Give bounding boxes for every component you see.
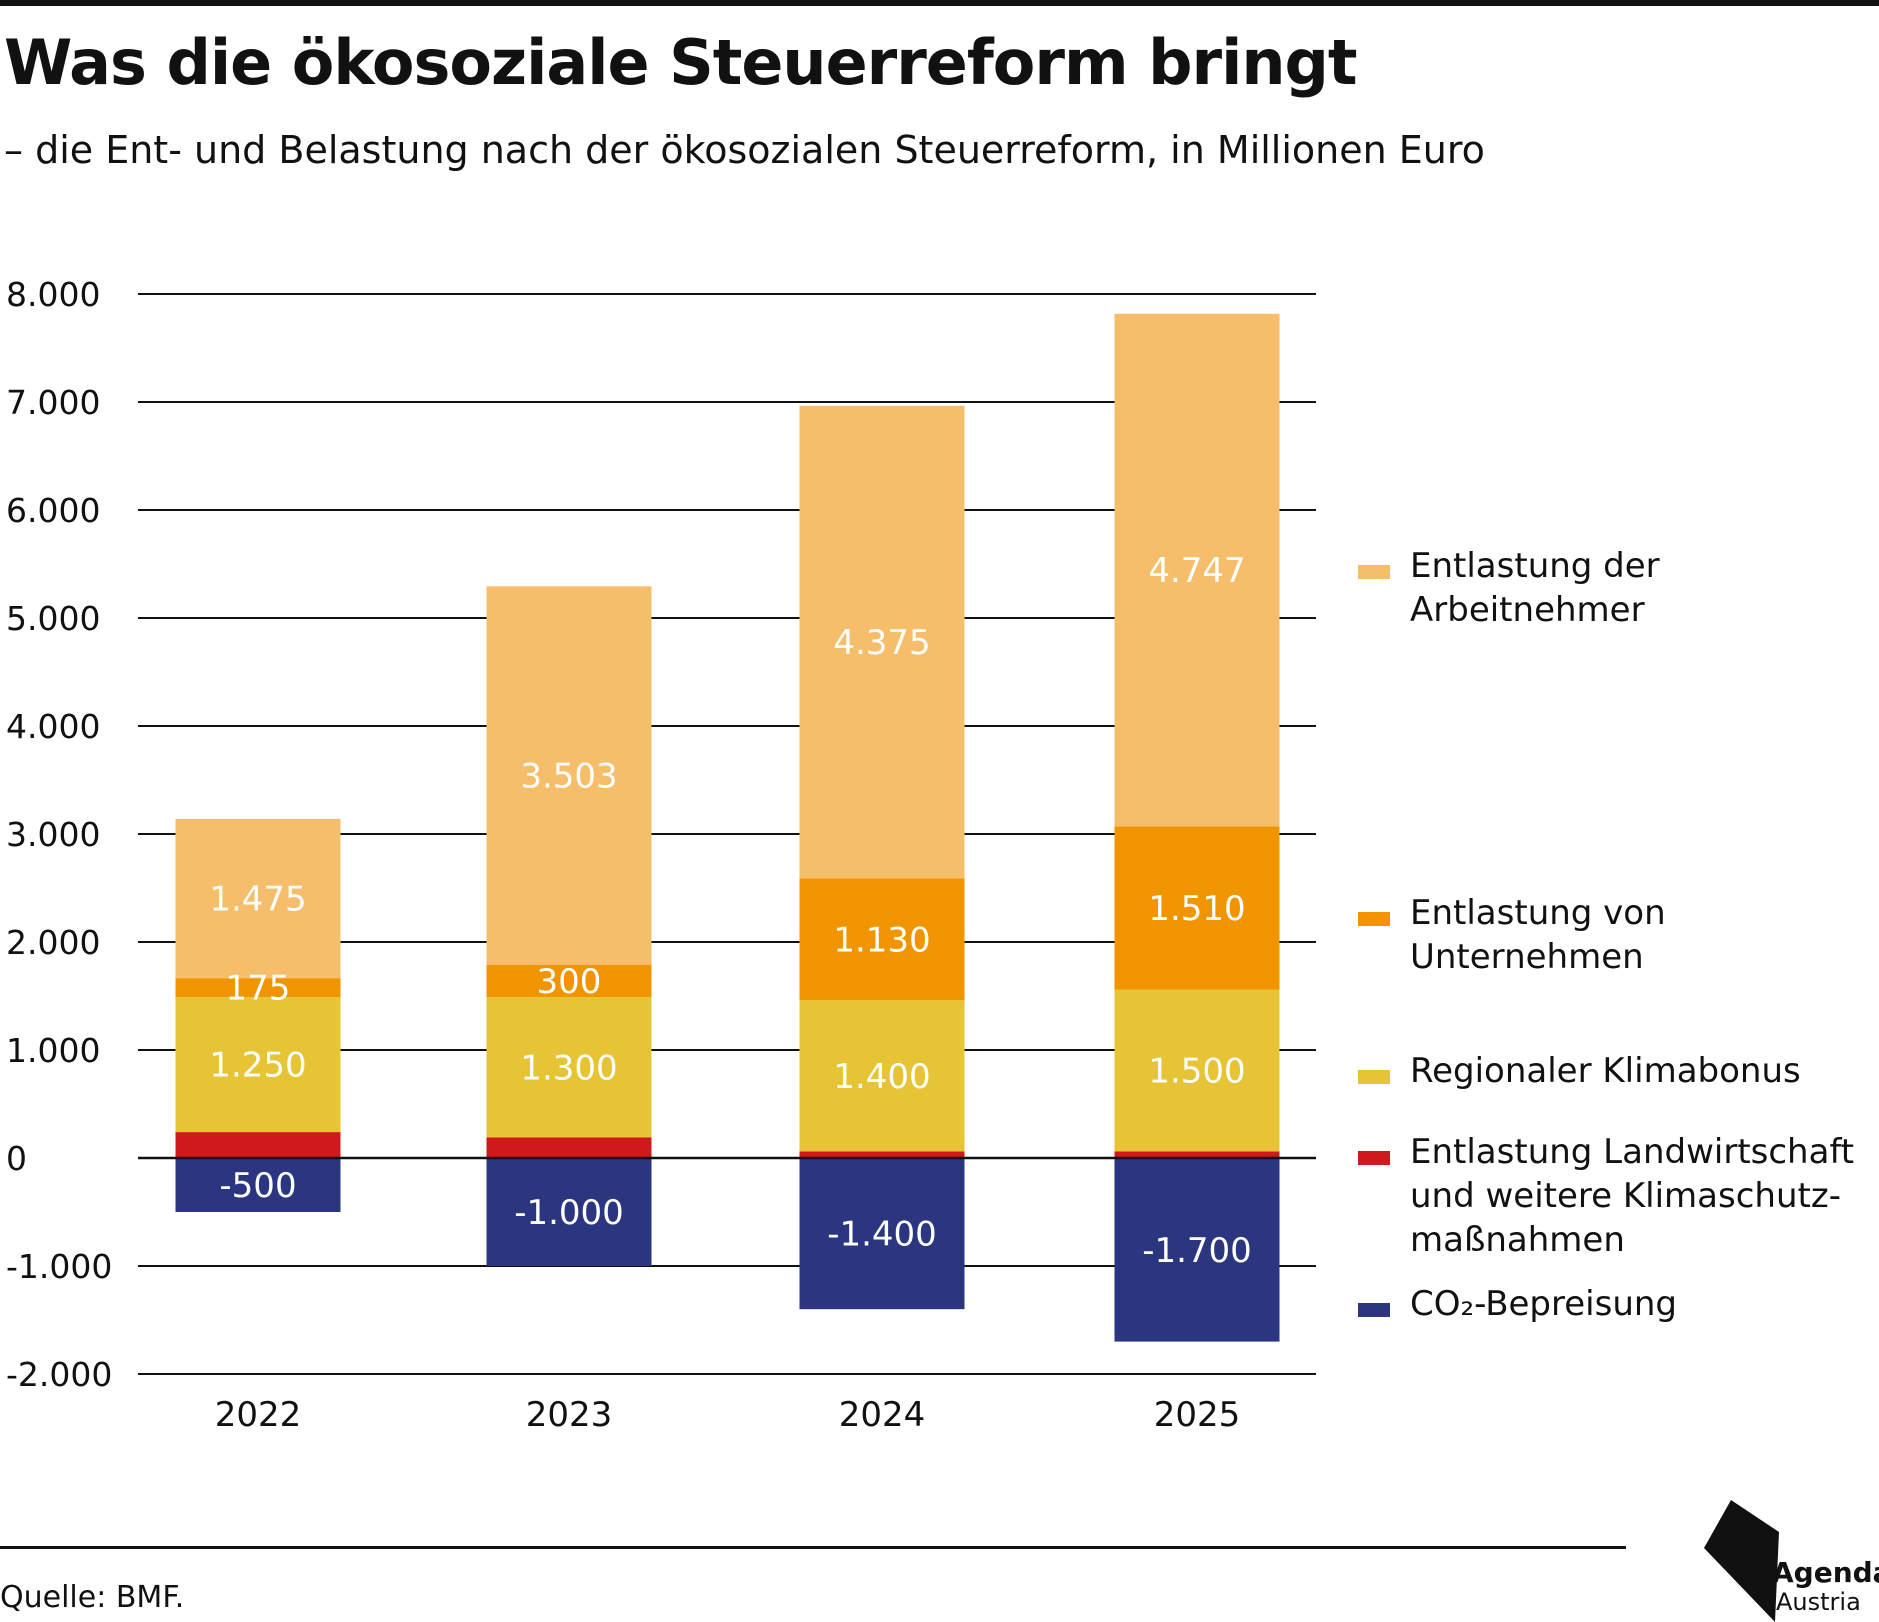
bar-segment (175, 1132, 341, 1158)
logo-text-austria: Austria (1776, 1588, 1861, 1616)
bar-segment (486, 1158, 652, 1266)
y-tick-label: 5.000 (6, 599, 100, 638)
data-label: 4.375 (833, 623, 930, 663)
y-tick-label: 7.000 (6, 383, 100, 422)
legend-swatch-arbeitnehmer (1358, 565, 1390, 579)
y-tick-label: -1.000 (6, 1247, 112, 1286)
data-label: -1.400 (827, 1215, 937, 1255)
legend-item-klimabonus: Regionaler Klimabonus (1358, 1049, 1870, 1093)
logo-text-agenda: Agenda (1772, 1556, 1879, 1589)
bar-segment (175, 978, 341, 998)
bars (175, 313, 1280, 1342)
bar-segment (175, 818, 341, 979)
bar-segment (1114, 1158, 1280, 1342)
y-tick-label: 1.000 (6, 1031, 100, 1070)
legend-label-arbeitnehmer: Entlastung der Arbeitnehmer (1410, 546, 1660, 630)
x-category-label: 2025 (1154, 1395, 1241, 1435)
top-rule (0, 0, 1879, 6)
legend-label-co2: CO₂-Bepreisung (1410, 1284, 1678, 1324)
bar-segment (1114, 989, 1280, 1152)
bar-segment (486, 964, 652, 998)
legend-label-klimabonus: Regionaler Klimabonus (1410, 1051, 1801, 1091)
data-label: 1.130 (833, 920, 930, 960)
data-label: -500 (219, 1166, 296, 1206)
legend-swatch-klimabonus (1358, 1070, 1390, 1084)
y-tick-label: 8.000 (6, 275, 100, 314)
bar-segment (486, 586, 652, 965)
x-axis-categories: 2022 2023 2024 2025 (215, 1395, 1241, 1435)
bar-segment (799, 1000, 965, 1152)
data-label: 1.400 (833, 1057, 930, 1097)
data-label: 1.500 (1148, 1052, 1245, 1092)
data-label: 1.475 (209, 880, 306, 920)
bar-segment (799, 1158, 965, 1310)
bar-segment (799, 878, 965, 1001)
bar-segment (486, 997, 652, 1138)
x-category-label: 2024 (839, 1395, 926, 1435)
bar-segment (799, 405, 965, 879)
data-label: -1.000 (514, 1193, 624, 1233)
bar-segment (1114, 313, 1280, 827)
y-axis-ticks: 8.000 7.000 6.000 5.000 4.000 3.000 2.000 1.000… (6, 275, 112, 1394)
bar-segment (486, 1137, 652, 1158)
y-tick-label: 4.000 (6, 707, 100, 746)
legend-item-landwirtschaft: Entlastung Landwirtschaft und weitere Kl… (1358, 1130, 1870, 1262)
legend-item-co2: CO₂-Bepreisung (1358, 1282, 1870, 1326)
data-label: 1.300 (520, 1048, 617, 1088)
data-labels: -500 1.250 175 1.475 -1.000 1.300 300 3.503 -1.4… (209, 551, 1251, 1271)
bar-segment (175, 997, 341, 1133)
y-tick-label: -2.000 (6, 1355, 112, 1394)
legend-item-unternehmen: Entlastung von Unternehmen (1358, 891, 1870, 979)
bottom-rule (0, 1546, 1626, 1549)
data-label: 1.250 (209, 1046, 306, 1086)
legend-swatch-unternehmen (1358, 912, 1390, 926)
data-label: -1.700 (1142, 1231, 1252, 1271)
agenda-austria-logo-icon (1704, 1500, 1779, 1622)
x-category-label: 2022 (215, 1395, 302, 1435)
bar-segment (1114, 1151, 1280, 1158)
data-label: 300 (537, 962, 602, 1002)
x-category-label: 2023 (526, 1395, 613, 1435)
data-label: 175 (226, 969, 291, 1009)
legend-label-landwirtschaft: Entlastung Landwirtschaft und weitere Kl… (1410, 1132, 1855, 1260)
legend-swatch-co2 (1358, 1303, 1390, 1317)
stacked-bar-chart: 8.000 7.000 6.000 5.000 4.000 3.000 2.000 1.000… (6, 275, 1316, 1435)
y-tick-label: 2.000 (6, 923, 100, 962)
legend-swatch-landwirtschaft (1358, 1151, 1390, 1165)
data-label: 1.510 (1148, 889, 1245, 929)
chart-subtitle: – die Ent- und Belastung nach der ökosoz… (4, 128, 1485, 172)
y-tick-label: 0 (6, 1139, 27, 1178)
legend: Entlastung der Arbeitnehmer Entlastung v… (1358, 0, 1879, 1400)
bar-segment (1114, 826, 1280, 990)
y-tick-label: 3.000 (6, 815, 100, 854)
y-tick-label: 6.000 (6, 491, 100, 530)
chart-title: Was die ökosoziale Steuerreform bringt (4, 26, 1358, 99)
data-label: 3.503 (520, 757, 617, 797)
source-note: Quelle: BMF. (0, 1580, 185, 1615)
bar-segment (799, 1151, 965, 1158)
legend-item-arbeitnehmer: Entlastung der Arbeitnehmer (1358, 544, 1870, 632)
bar-segment (175, 1158, 341, 1212)
data-label: 4.747 (1148, 551, 1245, 591)
legend-label-unternehmen: Entlastung von Unternehmen (1410, 893, 1666, 977)
